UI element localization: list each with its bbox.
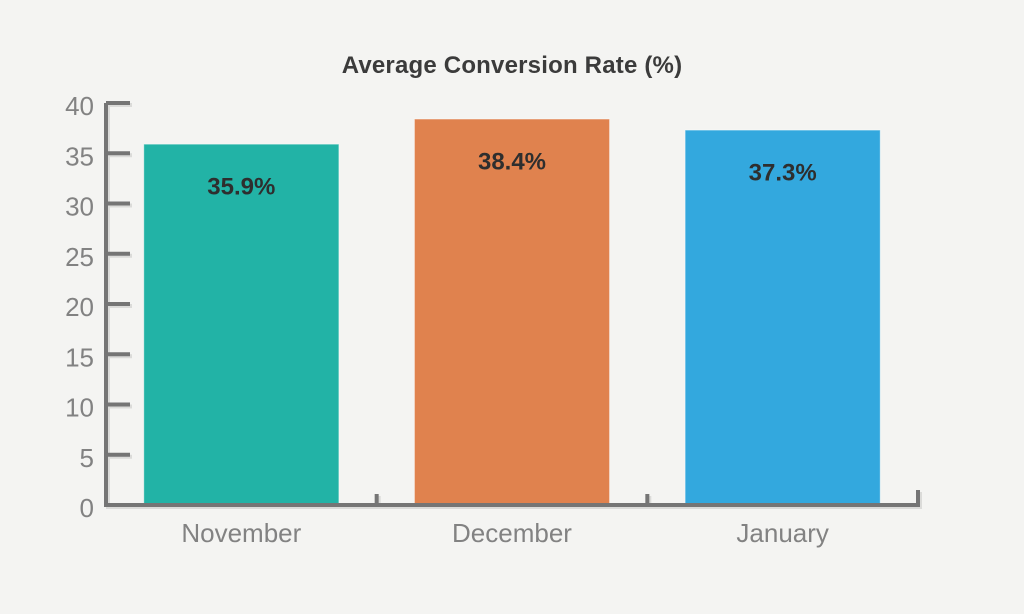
y-axis-tick-label: 35 — [65, 141, 94, 171]
y-axis-tick-label: 40 — [65, 91, 94, 121]
y-axis-tick-label: 25 — [65, 242, 94, 272]
x-axis-category-label: December — [452, 518, 572, 548]
y-axis-tick-label: 20 — [65, 292, 94, 322]
x-axis-category-label: January — [736, 518, 829, 548]
chart-title: Average Conversion Rate (%) — [341, 52, 683, 79]
bar — [143, 143, 340, 506]
y-axis-tick-label: 10 — [65, 393, 94, 423]
y-axis-tick-label: 30 — [65, 192, 94, 222]
bar-value-label: 35.9% — [207, 174, 275, 201]
y-axis-tick-label: 5 — [80, 443, 94, 473]
bar — [414, 118, 610, 506]
bar-value-label: 37.3% — [749, 160, 817, 187]
y-axis-tick-label: 0 — [80, 493, 94, 523]
bar — [684, 129, 881, 506]
x-axis-category-label: November — [181, 518, 301, 548]
y-axis-tick-label: 15 — [65, 342, 94, 372]
bar-value-label: 38.4% — [478, 149, 546, 176]
axes — [104, 101, 920, 507]
